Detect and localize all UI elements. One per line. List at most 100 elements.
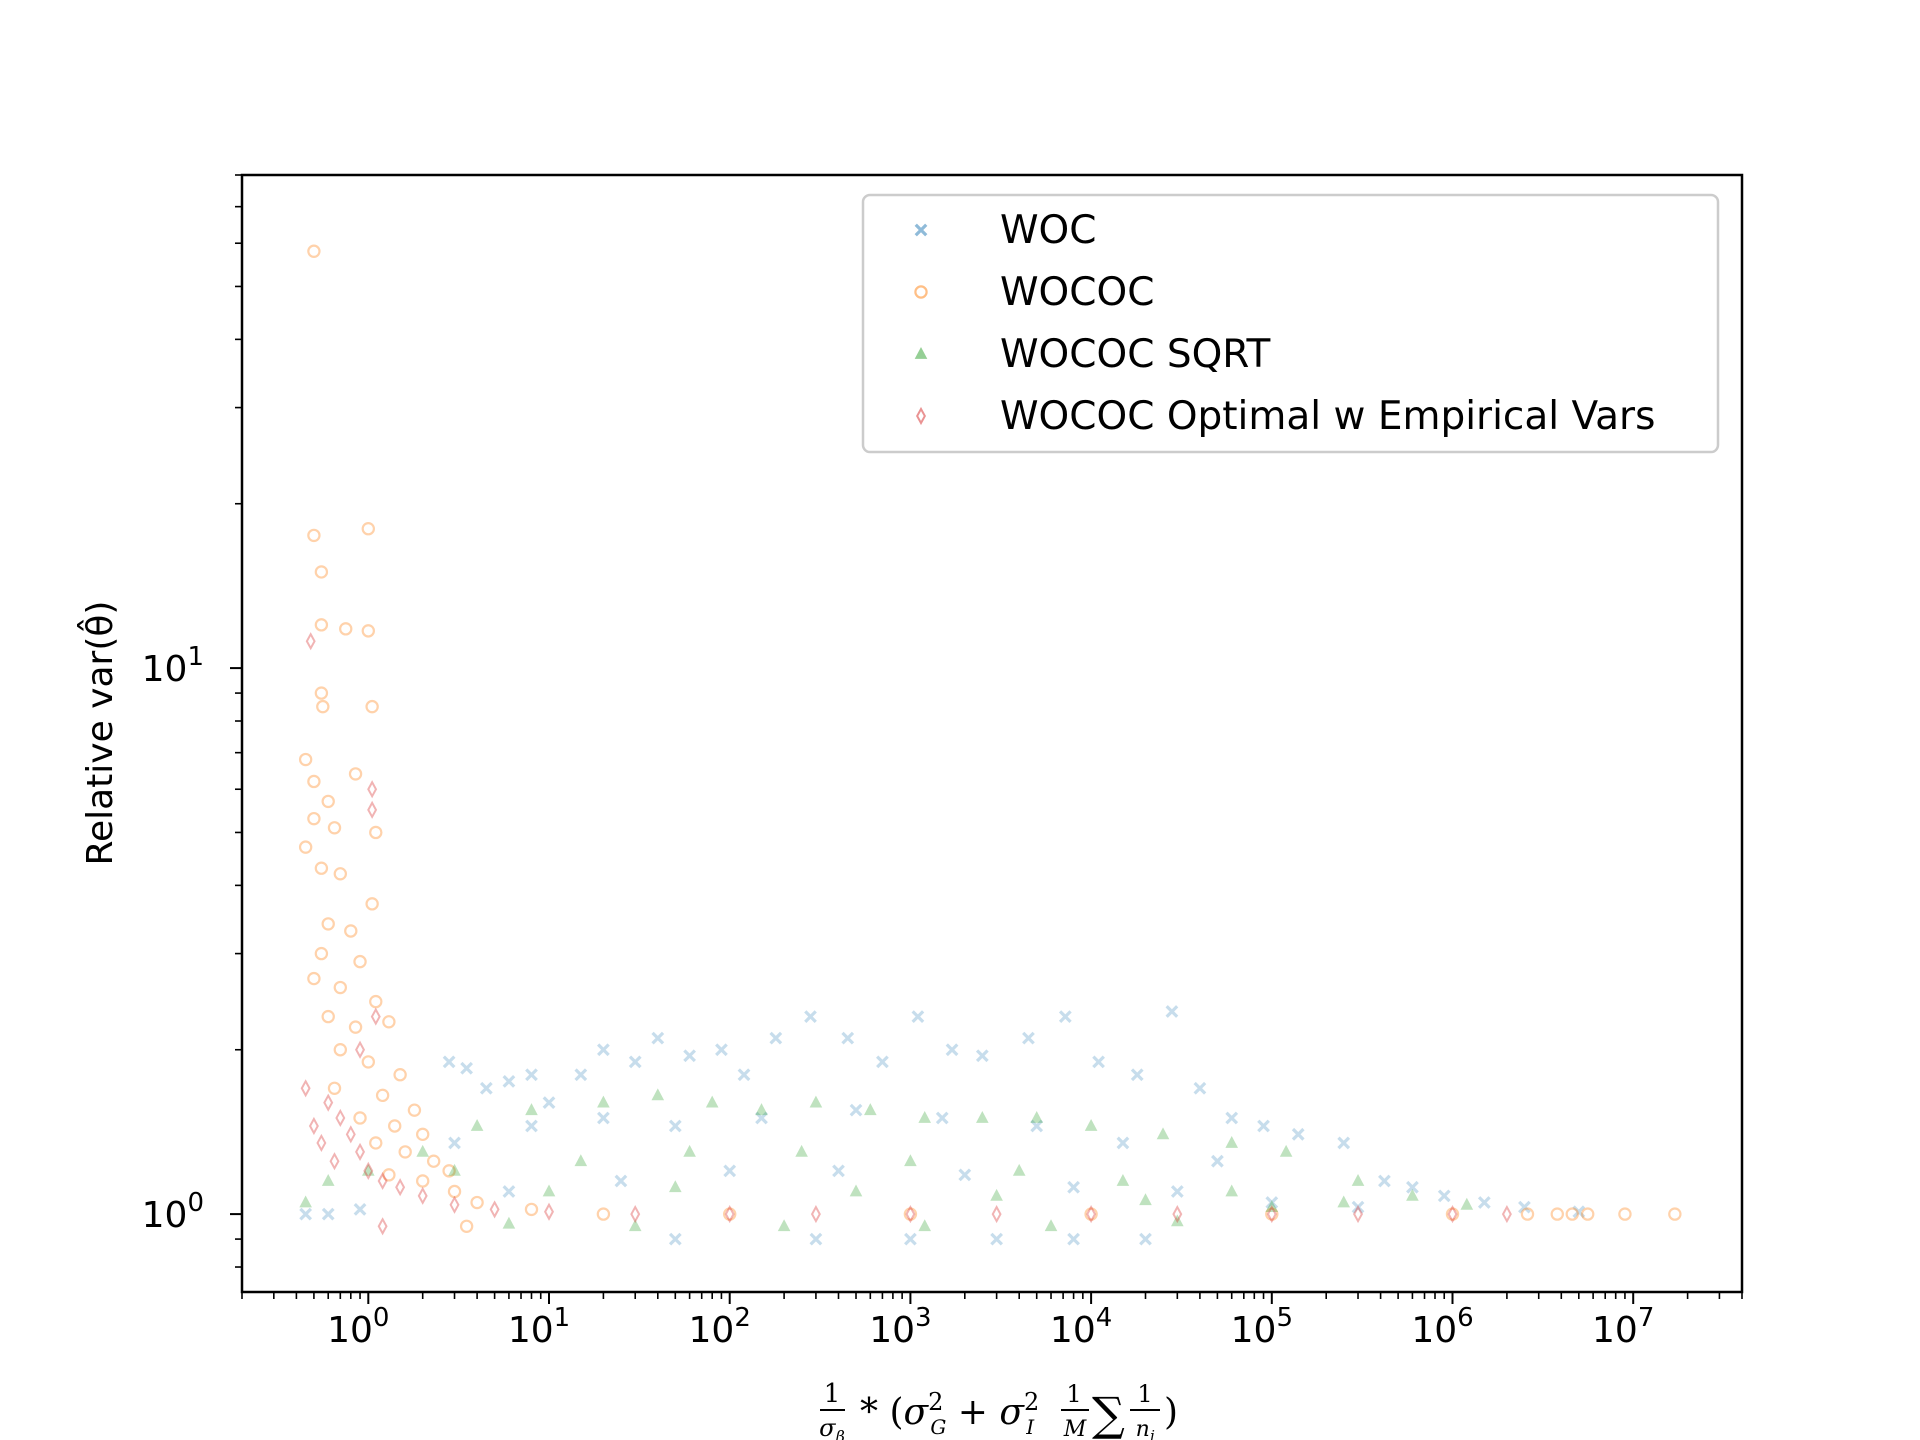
data-point [382, 1015, 396, 1029]
data-point [911, 1010, 925, 1023]
data-point [1170, 1185, 1184, 1198]
data-point [300, 1079, 311, 1098]
data-point [361, 522, 376, 536]
data-point [975, 1049, 989, 1063]
legend-label: WOC [1000, 208, 1097, 253]
data-point [849, 1103, 863, 1117]
legend-label: WOCOC [1000, 270, 1154, 315]
data-point [669, 1180, 682, 1193]
plot-area-frame [240, 173, 1744, 1294]
data-point [1116, 1136, 1130, 1150]
data-point [460, 1061, 473, 1075]
data-point [416, 1144, 430, 1157]
data-point [1030, 1110, 1044, 1123]
data-point [542, 1184, 556, 1197]
data-point [502, 1185, 516, 1198]
data-point [479, 1081, 493, 1095]
data-point [314, 861, 329, 875]
data-point [1172, 1205, 1183, 1224]
data-point [369, 1136, 383, 1150]
data-point [1337, 1136, 1351, 1150]
data-point [502, 1216, 516, 1229]
data-point [339, 622, 353, 636]
data-point [333, 867, 348, 881]
data-point [990, 1188, 1003, 1201]
data-point [307, 774, 321, 789]
data-point [935, 1111, 949, 1125]
series-0 [299, 1005, 1586, 1246]
data-point [367, 780, 378, 799]
data-point [321, 1173, 335, 1186]
data-point [525, 1068, 538, 1082]
data-point [1437, 1189, 1451, 1203]
data-point [316, 1133, 327, 1153]
y-axis-label: Relative var(θ̂) [76, 601, 121, 866]
data-point [308, 1116, 319, 1136]
data-point [832, 1164, 845, 1178]
data-point [1022, 1031, 1035, 1045]
data-point [353, 954, 367, 969]
data-point [393, 1068, 407, 1082]
data-point [502, 1075, 516, 1088]
plot-points [298, 244, 1682, 1246]
data-point [459, 1219, 474, 1233]
data-point [1156, 1127, 1170, 1140]
data-point [353, 1111, 367, 1125]
data-point [321, 917, 335, 931]
data-point [321, 1207, 335, 1221]
data-point [705, 1095, 719, 1108]
x-label-frac2-numerator: 1 [1066, 1380, 1081, 1408]
data-point [1520, 1207, 1535, 1221]
data-point [298, 752, 313, 767]
data-point [918, 1110, 932, 1123]
data-point [1291, 1127, 1305, 1141]
data-point [344, 924, 358, 938]
data-point [1351, 1173, 1365, 1186]
data-point [1139, 1232, 1152, 1246]
data-point [1265, 1207, 1279, 1221]
data-point [442, 1055, 456, 1069]
x-label-frac-numerator: 1 [824, 1379, 841, 1409]
data-point [361, 1055, 376, 1069]
data-point [651, 1088, 665, 1101]
data-point [365, 699, 379, 714]
data-point [377, 1171, 388, 1191]
x-label-expression: * (σ2 G + σ2 I [860, 1388, 1039, 1439]
data-point [307, 244, 321, 258]
data-point [841, 1031, 855, 1045]
data-point [1406, 1188, 1419, 1201]
data-point [1084, 1118, 1098, 1131]
data-point [1058, 1010, 1072, 1023]
data-point [1130, 1068, 1144, 1082]
data-point [348, 767, 363, 781]
data-point [809, 1232, 823, 1246]
data-point [416, 1127, 430, 1142]
data-point [316, 699, 330, 714]
data-point [307, 528, 321, 543]
x-label-sum-symbol: ∑ [1092, 1387, 1125, 1440]
data-point [723, 1207, 737, 1221]
x-tick-label: 101 [508, 1303, 570, 1351]
data-point [388, 1119, 402, 1133]
data-point [426, 1154, 441, 1168]
data-point [1565, 1207, 1579, 1221]
data-point [314, 686, 329, 700]
data-point [1447, 1205, 1458, 1224]
data-point [668, 1232, 682, 1246]
data-point [327, 821, 342, 835]
data-point [1668, 1207, 1682, 1221]
data-point [905, 1205, 916, 1224]
data-point [542, 1096, 556, 1110]
data-point [755, 1111, 768, 1125]
data-point [849, 1184, 863, 1197]
data-point [1116, 1173, 1130, 1186]
data-point [377, 1217, 388, 1236]
data-point [1225, 1135, 1239, 1148]
data-point [525, 1103, 538, 1116]
data-point [449, 1195, 460, 1214]
data-point [321, 794, 335, 809]
data-point [382, 1168, 396, 1182]
data-point [1460, 1197, 1474, 1210]
data-point [407, 1103, 422, 1117]
legend-label: WOCOC SQRT [1000, 332, 1271, 377]
